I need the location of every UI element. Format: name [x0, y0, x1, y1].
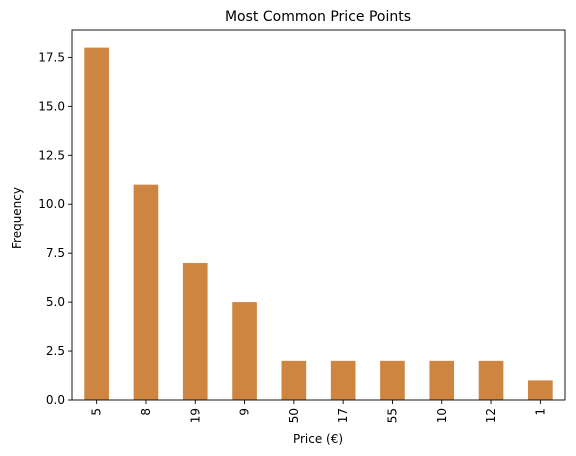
y-tick-label: 5.0	[46, 295, 65, 309]
x-tick-label: 8	[139, 408, 153, 416]
y-tick-label: 15.0	[38, 99, 65, 113]
plot-area: 0.0 2.5 5.0 7.5 10.0 12.5 15.0 17.5 5 8 19 9 50 17 55 1…	[38, 29, 566, 423]
bar-10	[429, 360, 455, 400]
axes-frame	[71, 29, 566, 401]
x-axis-label: Price (€)	[293, 432, 343, 446]
x-tick-label: 55	[385, 408, 399, 423]
chart-title: Most Common Price Points	[225, 9, 411, 25]
y-tick-label: 7.5	[46, 246, 65, 260]
bar-9	[232, 302, 257, 400]
y-axis-label: Frequency	[10, 187, 24, 249]
y-tick-label: 2.5	[46, 344, 65, 358]
x-tick-label: 1	[533, 408, 547, 416]
x-tick-label: 50	[287, 408, 301, 423]
bar-17	[330, 360, 356, 400]
x-tick-label: 9	[238, 408, 252, 416]
y-tick-label: 0.0	[46, 393, 65, 407]
bar-8	[133, 184, 159, 400]
y-tick-label: 17.5	[38, 50, 65, 64]
bar-5	[84, 47, 109, 400]
x-tick-label: 10	[435, 408, 449, 423]
x-tick-label: 19	[188, 408, 202, 423]
y-tick-label: 12.5	[38, 148, 65, 162]
bar-12	[478, 360, 504, 400]
x-tick-label: 17	[336, 408, 350, 423]
bar-50	[281, 360, 307, 400]
bar-1	[528, 380, 553, 400]
y-tick-label: 10.0	[38, 197, 65, 211]
x-tick-label: 12	[484, 408, 498, 423]
bar-55	[380, 360, 405, 400]
x-tick-label: 5	[90, 408, 104, 416]
bar-19	[182, 262, 208, 400]
